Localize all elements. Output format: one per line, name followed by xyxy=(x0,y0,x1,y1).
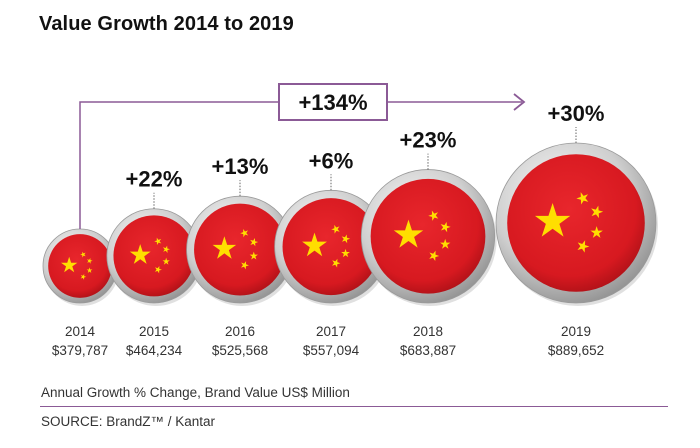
total-growth-label: +134% xyxy=(298,90,367,115)
small-star-icon xyxy=(87,257,93,264)
small-star-icon xyxy=(162,257,170,265)
flag-face xyxy=(507,154,645,292)
growth-label: +30% xyxy=(548,101,605,126)
bubble-2019: 2019 $889,652 +30% xyxy=(495,101,658,358)
flag-face xyxy=(282,198,380,296)
big-star-icon xyxy=(302,232,327,257)
bubble-2014: 2014 $379,787 xyxy=(42,228,119,358)
total-growth-bracket: +134% xyxy=(79,83,526,229)
value-label: $683,887 xyxy=(400,343,456,358)
big-star-icon xyxy=(393,219,424,248)
year-label: 2018 xyxy=(413,324,443,339)
big-star-icon xyxy=(129,244,151,264)
bubble-2018: 2018 $683,887 +23% xyxy=(360,128,497,358)
value-label: $889,652 xyxy=(548,343,604,358)
big-star-icon xyxy=(534,203,571,237)
small-star-icon xyxy=(86,267,93,273)
small-star-icon xyxy=(331,224,340,234)
chart-title: Value Growth 2014 to 2019 xyxy=(39,13,294,35)
growth-label: +23% xyxy=(400,128,457,153)
bubble-2017: 2017 $557,094 +6% xyxy=(274,148,390,358)
small-star-icon xyxy=(154,237,162,245)
bubble-2016: 2016 $525,568 +13% xyxy=(186,154,296,358)
flag-face xyxy=(370,178,486,294)
total-growth-box xyxy=(278,83,388,121)
flag-face xyxy=(194,203,286,296)
bubble-2015: 2015 $464,234 +22% xyxy=(106,167,204,358)
growth-label: +22% xyxy=(126,167,183,192)
year-label: 2014 xyxy=(65,324,96,339)
year-label: 2015 xyxy=(139,324,169,339)
bubbles-layer: 2014 $379,787 2015 $464,234 +22% 2016 $525,568… xyxy=(42,101,658,358)
small-star-icon xyxy=(332,258,341,268)
source-note: SOURCE: BrandZ™ / Kantar xyxy=(41,414,216,429)
small-star-icon xyxy=(591,205,604,219)
small-star-icon xyxy=(80,251,86,258)
growth-label: +6% xyxy=(309,148,354,173)
small-star-icon xyxy=(440,221,451,233)
value-label: $557,094 xyxy=(303,343,360,358)
small-star-icon xyxy=(240,261,249,270)
small-star-icon xyxy=(341,248,350,258)
arrow-right-icon xyxy=(513,93,526,111)
big-star-icon xyxy=(61,256,78,273)
small-star-icon xyxy=(162,245,171,253)
small-star-icon xyxy=(590,226,603,238)
value-label: $379,787 xyxy=(52,343,108,358)
small-star-icon xyxy=(80,273,87,280)
value-label: $525,568 xyxy=(212,343,268,358)
year-label: 2017 xyxy=(316,324,346,339)
year-label: 2019 xyxy=(561,324,591,339)
chart-caption: Annual Growth % Change, Brand Value US$ … xyxy=(41,385,350,400)
big-star-icon xyxy=(212,236,237,259)
small-star-icon xyxy=(440,238,451,249)
flag-face xyxy=(48,234,112,298)
small-star-icon xyxy=(250,238,259,247)
small-star-icon xyxy=(154,266,162,274)
small-star-icon xyxy=(429,250,440,262)
value-label: $464,234 xyxy=(126,343,183,358)
small-star-icon xyxy=(240,228,249,238)
bracket-line-left xyxy=(79,101,278,229)
divider xyxy=(40,406,668,407)
small-star-icon xyxy=(428,210,439,221)
small-star-icon xyxy=(576,192,589,205)
small-star-icon xyxy=(577,240,590,253)
small-star-icon xyxy=(341,234,351,244)
growth-label: +13% xyxy=(212,154,269,179)
flag-face xyxy=(113,215,195,297)
small-star-icon xyxy=(249,251,258,260)
year-label: 2016 xyxy=(225,324,255,339)
